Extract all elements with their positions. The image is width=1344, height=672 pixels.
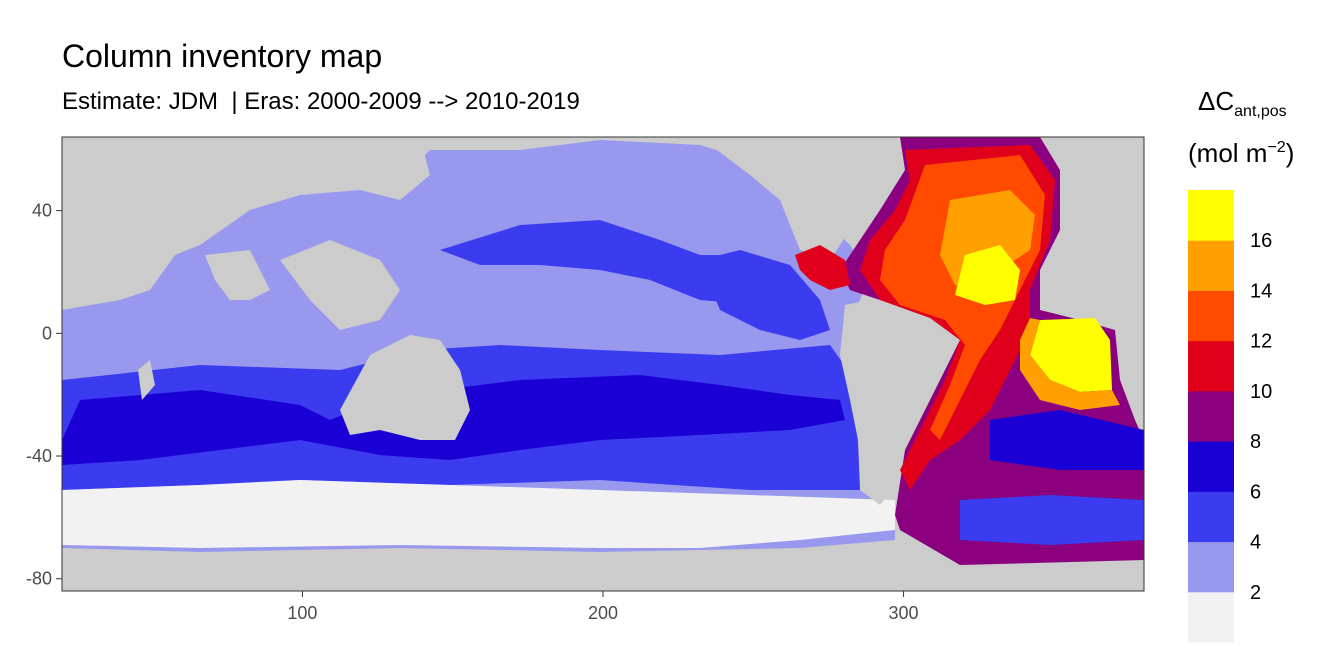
y-tick-label: -80 [26, 569, 52, 589]
legend-bin [1188, 240, 1234, 291]
legend-unit-open: (mol m [1188, 138, 1267, 168]
land-north-america [700, 137, 910, 260]
legend-bin [1188, 591, 1234, 643]
legend-label: 4 [1250, 532, 1261, 554]
y-tick-label: 40 [32, 201, 52, 221]
atlantic-orange-south [1020, 318, 1120, 410]
legend-label: 16 [1250, 230, 1272, 252]
legend: ΔCant,pos (mol m−2) 2 4 6 8 10 12 14 16 [1188, 86, 1294, 643]
y-axis: 40 0 -40 -80 [26, 201, 62, 589]
land-africa-west [1040, 137, 1144, 420]
atlantic-band-16plus-south [1030, 318, 1112, 392]
y-tick-label: 0 [42, 323, 52, 343]
legend-bin [1188, 340, 1234, 392]
ocean-east-pacific-band [700, 250, 830, 340]
legend-label: 6 [1250, 481, 1261, 503]
map-panel [62, 137, 1144, 591]
x-axis: 100 200 300 [287, 591, 919, 623]
legend-unit: (mol m−2) [1188, 138, 1294, 168]
legend-label: 2 [1250, 582, 1261, 604]
legend-label: 14 [1250, 280, 1272, 302]
legend-title-symbol: ΔCant,pos [1198, 86, 1287, 120]
legend-bin [1188, 190, 1234, 241]
x-tick-label: 300 [889, 603, 919, 623]
legend-label: 10 [1250, 381, 1272, 403]
legend-unit-close: ) [1286, 138, 1295, 168]
land-india [205, 250, 270, 300]
land-south-america [840, 300, 965, 505]
legend-labels: 2 4 6 8 10 12 14 16 [1250, 230, 1272, 604]
legend-unit-sup: −2 [1267, 139, 1285, 156]
land-madagascar [138, 360, 155, 400]
legend-bin [1188, 290, 1234, 342]
legend-bin [1188, 491, 1234, 543]
map-title: Column inventory map [62, 38, 383, 74]
southern-ocean-low [62, 480, 895, 548]
legend-subscript: ant,pos [1234, 103, 1286, 120]
land-australia [340, 335, 470, 440]
legend-bin [1188, 441, 1234, 492]
map-subtitle: Estimate: JDM | Eras: 2000-2009 --> 2010… [62, 88, 580, 115]
legend-label: 12 [1250, 331, 1272, 353]
atlantic-south-deep-blue [990, 410, 1144, 470]
land-africa-east [62, 137, 430, 310]
atlantic-band-16plus-north [955, 245, 1020, 305]
x-tick-label: 200 [588, 603, 618, 623]
legend-bin [1188, 390, 1234, 442]
y-tick-label: -40 [26, 446, 52, 466]
x-tick-label: 100 [287, 603, 317, 623]
land-southeast-asia [280, 240, 400, 330]
legend-bin [1188, 541, 1234, 593]
atlantic-caribbean-patch [795, 245, 850, 290]
antarctica-land [62, 540, 1144, 591]
legend-colorbar [1188, 190, 1234, 643]
legend-symbol: ΔC [1198, 86, 1234, 116]
legend-label: 8 [1250, 431, 1261, 453]
atlantic-south-blue [960, 495, 1144, 545]
